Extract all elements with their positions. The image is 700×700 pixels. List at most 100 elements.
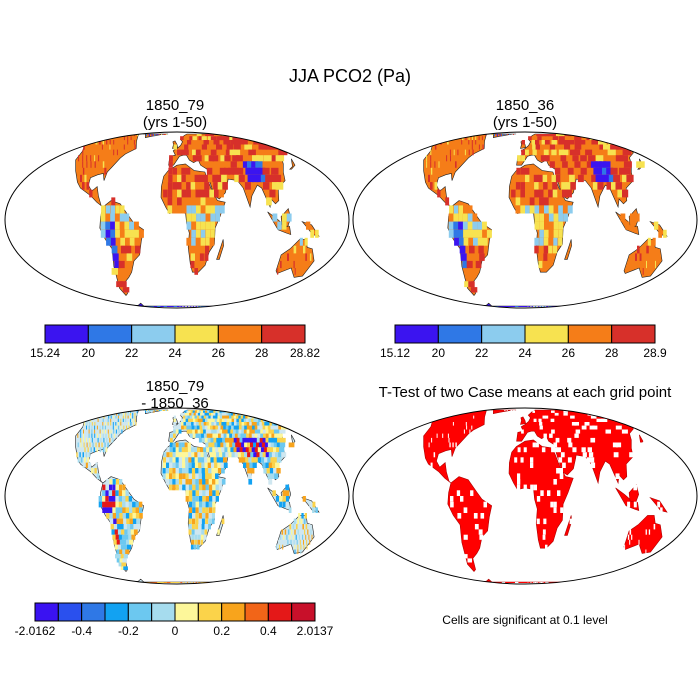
grid-cell	[122, 484, 126, 491]
grid-cell	[592, 182, 599, 190]
grid-cell	[190, 582, 192, 583]
grid-cell	[557, 447, 561, 453]
grid-cell	[167, 189, 173, 198]
grid-cell	[636, 442, 643, 448]
grid-cell	[93, 447, 95, 453]
grid-cell	[551, 429, 555, 434]
grid-cell	[81, 134, 87, 137]
grid-cell	[567, 167, 574, 175]
grid-cell	[212, 484, 216, 491]
grid-cell	[127, 415, 129, 419]
grid-cell	[178, 473, 183, 479]
grid-cell	[463, 554, 468, 559]
grid-cell	[466, 134, 469, 137]
grid-cell	[265, 415, 273, 419]
colorbar-swatch	[174, 324, 219, 344]
grid-cell	[81, 412, 85, 416]
grid-cell	[187, 447, 192, 453]
grid-cell	[278, 452, 284, 458]
grid-cell	[119, 507, 123, 513]
panel-1-map	[4, 131, 350, 309]
grid-cell	[120, 412, 122, 416]
grid-cell	[558, 237, 563, 246]
grid-cell	[205, 410, 209, 413]
grid-cell	[615, 425, 622, 430]
grid-cell	[273, 442, 280, 448]
grid-cell	[480, 513, 485, 519]
grid-cell	[254, 433, 260, 438]
grid-cell	[223, 422, 229, 426]
grid-cell	[200, 197, 206, 206]
land-australia	[623, 515, 663, 554]
grid-cell	[116, 479, 119, 485]
grid-cell	[593, 167, 600, 175]
grid-cell	[79, 412, 82, 416]
grid-cell	[192, 415, 196, 419]
grid-cell	[122, 490, 126, 496]
grid-cell	[293, 245, 297, 254]
grid-cell	[277, 221, 282, 230]
grid-cell	[175, 429, 179, 434]
grid-cell	[229, 410, 236, 411]
grid-cell	[235, 410, 242, 411]
grid-cell	[539, 237, 544, 246]
grid-cell	[574, 144, 582, 150]
grid-cell	[264, 442, 270, 448]
grid-cell	[584, 422, 590, 426]
grid-cell	[276, 447, 282, 453]
grid-cell	[154, 410, 156, 411]
grid-cell	[126, 524, 131, 530]
grid-cell	[159, 134, 161, 135]
grid-cell	[599, 161, 607, 168]
grid-cell	[205, 237, 210, 246]
grid-cell	[175, 452, 179, 458]
grid-cell	[110, 213, 115, 222]
grid-cell	[185, 457, 189, 463]
grid-cell	[300, 549, 302, 555]
grid-cell	[236, 447, 241, 453]
grid-cell	[200, 213, 206, 222]
grid-cell	[149, 410, 151, 413]
grid-cell	[243, 462, 248, 468]
grid-cell	[146, 134, 147, 137]
grid-cell	[163, 582, 169, 583]
grid-cell	[225, 149, 233, 156]
grid-cell	[251, 306, 267, 307]
colorbar-swatch	[131, 324, 176, 344]
grid-cell	[633, 484, 638, 491]
grid-cell	[646, 260, 647, 269]
grid-cell	[216, 174, 223, 183]
grid-cell	[160, 410, 161, 411]
grid-cell	[302, 534, 304, 540]
grid-cell	[86, 442, 88, 448]
grid-cell	[517, 155, 521, 162]
grid-cell	[130, 418, 131, 422]
grid-cell	[228, 452, 233, 458]
grid-cell	[575, 134, 584, 135]
grid-cell	[99, 429, 101, 434]
grid-cell	[134, 418, 136, 422]
grid-cell	[546, 306, 549, 307]
grid-cell	[477, 229, 483, 238]
grid-cell	[207, 462, 212, 468]
grid-cell	[238, 457, 243, 463]
grid-cell	[621, 410, 630, 413]
grid-cell	[435, 136, 439, 141]
grid-cell	[125, 245, 132, 254]
grid-cell	[112, 479, 116, 485]
grid-cell	[194, 452, 198, 458]
grid-cell	[91, 433, 93, 438]
grid-cell	[202, 412, 206, 416]
grid-cell	[105, 447, 108, 453]
grid-cell	[201, 437, 206, 443]
grid-cell	[264, 457, 269, 463]
grid-cell	[233, 437, 239, 443]
panel-3-colorbar-labels: -2.0162 -0.4 -0.2 0 0.2 0.4 2.0137	[15, 624, 334, 638]
colorbar-swatch	[151, 602, 176, 622]
grid-cell	[94, 433, 96, 438]
grid-cell	[513, 410, 515, 411]
grid-cell	[175, 479, 179, 485]
grid-cell	[613, 410, 622, 411]
map-land-group	[67, 133, 325, 307]
grid-cell	[217, 442, 222, 448]
